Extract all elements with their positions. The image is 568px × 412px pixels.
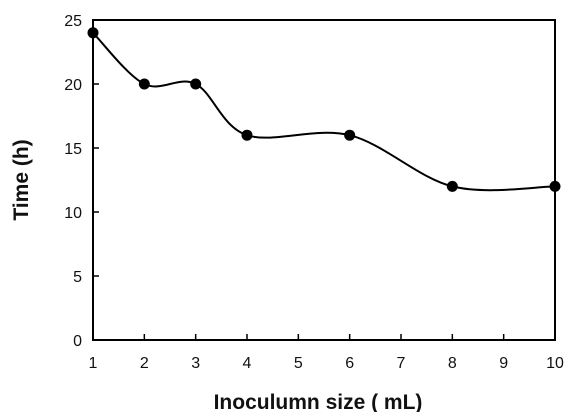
data-point xyxy=(344,129,356,141)
data-point xyxy=(87,27,99,39)
data-point xyxy=(138,78,150,90)
data-point xyxy=(241,129,253,141)
y-tick-label: 15 xyxy=(64,141,82,158)
data-point xyxy=(190,78,202,90)
x-tick-label: 8 xyxy=(448,355,457,372)
y-axis-title: Time (h) xyxy=(10,139,33,220)
y-axis-ticks: 0 5 10 15 20 25 xyxy=(64,13,99,350)
x-tick-label: 7 xyxy=(397,355,406,372)
y-tick-label: 20 xyxy=(64,77,82,94)
x-tick-label: 1 xyxy=(89,355,98,372)
x-tick-label: 5 xyxy=(294,355,303,372)
y-tick-label: 25 xyxy=(64,13,82,30)
series-line xyxy=(92,32,556,192)
x-axis-ticks: 1 2 3 4 5 6 7 8 9 10 xyxy=(89,334,564,372)
x-tick-label: 4 xyxy=(243,355,252,372)
x-axis-title: Inoculumn size ( mL) xyxy=(214,391,423,412)
y-tick-label: 0 xyxy=(73,333,82,350)
data-point xyxy=(549,180,561,192)
x-tick-label: 10 xyxy=(546,355,564,372)
x-tick-label: 2 xyxy=(140,355,149,372)
x-tick-label: 3 xyxy=(191,355,200,372)
x-tick-label: 6 xyxy=(345,355,354,372)
y-tick-label: 5 xyxy=(73,269,82,286)
y-tick-label: 10 xyxy=(64,205,82,222)
data-point xyxy=(446,180,458,192)
x-tick-label: 9 xyxy=(499,355,508,372)
plot-frame xyxy=(92,19,556,341)
data-markers xyxy=(87,27,561,192)
